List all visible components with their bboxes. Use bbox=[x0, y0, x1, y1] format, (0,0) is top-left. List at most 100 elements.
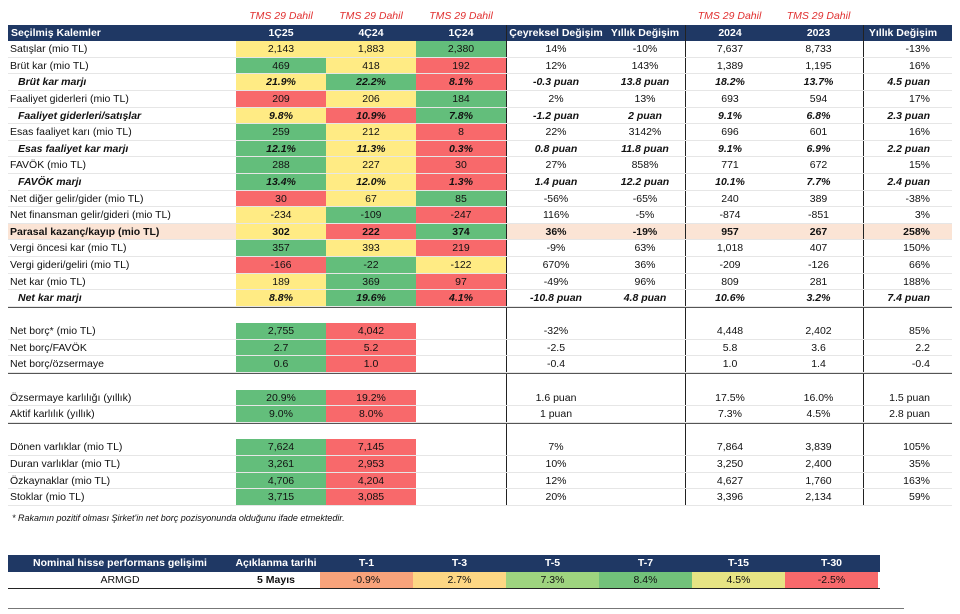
tms-label: TMS 29 Dahil bbox=[339, 10, 403, 22]
value-2023: 13.7% bbox=[803, 76, 834, 89]
table-row: Duran varlıklar (mio TL) 3,261 2,953 10% 3,2… bbox=[8, 456, 952, 473]
value-q4-24: 222 bbox=[326, 223, 416, 240]
value-q1-25: 4,706 bbox=[236, 472, 326, 489]
header-q1-25: 1Ç25 bbox=[268, 26, 294, 39]
empty-cell bbox=[605, 489, 685, 505]
value-quarterly-change: 20% bbox=[506, 489, 605, 505]
value-yearly-change: 4.8 puan bbox=[623, 292, 667, 305]
perf-t15: 4.5% bbox=[692, 572, 785, 588]
value-q4-24: 1,883 bbox=[326, 41, 416, 57]
table-row: Brüt kar marjı 21.9% 22.2% 8.1% -0.3 puan 13.… bbox=[8, 74, 952, 91]
value-q1-25: 21.9% bbox=[236, 74, 326, 90]
value-2023: 7.7% bbox=[806, 175, 831, 188]
value-2023: 594 bbox=[809, 92, 828, 105]
value-q4-24: 7,145 bbox=[326, 439, 416, 456]
row-label: Vergi gideri/geliri (mio TL) bbox=[10, 258, 130, 271]
value-q1-25: 3,715 bbox=[236, 489, 326, 505]
value-quarterly-change: 12% bbox=[506, 57, 605, 74]
value-q4-24: 369 bbox=[326, 273, 416, 290]
value-q1-24: 2,380 bbox=[416, 41, 506, 57]
table-row: Esas faaliyet karı (mio TL) 259 212 8 22% 314… bbox=[8, 124, 952, 141]
row-label: Vergi öncesi kar (mio TL) bbox=[10, 242, 127, 255]
performance-row: ARMGD 5 Mayıs -0.9% 2.7% 7.3% 8.4% 4.5% … bbox=[8, 572, 880, 589]
value-yearly-change: 63% bbox=[634, 242, 656, 255]
row-label: FAVÖK (mio TL) bbox=[10, 159, 87, 172]
table-row: Dönen varlıklar (mio TL) 7,624 7,145 7% 7,86… bbox=[8, 439, 952, 457]
empty-cell bbox=[605, 390, 685, 406]
value-q1-25: 259 bbox=[236, 124, 326, 140]
value-q4-24: 393 bbox=[326, 240, 416, 256]
income-statement-rows: Satışlar (mio TL) 2,143 1,883 2,380 14% -10% 7… bbox=[8, 41, 952, 307]
value-q1-25: 288 bbox=[236, 157, 326, 173]
row-label: Net diğer gelir/gider (mio TL) bbox=[10, 192, 144, 205]
value-2023: 6.8% bbox=[806, 109, 831, 122]
value-q1-24: 374 bbox=[416, 223, 506, 240]
value-q4-24: 19.6% bbox=[326, 290, 416, 306]
perf-ticker: ARMGD bbox=[100, 574, 140, 586]
perf-t1: -0.9% bbox=[320, 572, 413, 588]
value-annual-change: 16% bbox=[863, 124, 942, 140]
value-annual-change: 1.5 puan bbox=[863, 389, 942, 406]
row-label: Duran varlıklar (mio TL) bbox=[10, 458, 121, 471]
tms-label: TMS 29 Dahil bbox=[786, 10, 851, 22]
value-quarterly-change: -49% bbox=[506, 273, 605, 290]
value-2024: 10.1% bbox=[685, 173, 774, 190]
value-yearly-change: -65% bbox=[632, 192, 658, 205]
value-q1-25: 3,261 bbox=[236, 456, 326, 472]
empty-cell bbox=[416, 323, 506, 339]
value-yearly-change: 3142% bbox=[628, 126, 662, 139]
header-q1-24: 1Ç24 bbox=[448, 26, 474, 39]
value-yearly-change: 36% bbox=[634, 258, 656, 271]
value-2024: 10.6% bbox=[685, 290, 774, 306]
value-quarterly-change: 2% bbox=[506, 90, 605, 107]
value-annual-change: 15% bbox=[863, 157, 942, 173]
value-2024: 4,627 bbox=[685, 472, 774, 489]
value-annual-change: 85% bbox=[863, 323, 942, 339]
table-header: Seçilmiş Kalemler 1Ç25 4Ç24 1Ç24 Çeyreks… bbox=[8, 24, 952, 42]
empty-cell bbox=[605, 439, 685, 455]
row-label: Özsermaye karlılığı (yıllık) bbox=[10, 391, 132, 404]
value-q4-24: 10.9% bbox=[326, 107, 416, 124]
value-annual-change: 2.4 puan bbox=[863, 173, 942, 190]
value-q1-25: 469 bbox=[236, 57, 326, 74]
value-yearly-change: -19% bbox=[632, 225, 658, 238]
value-annual-change: 16% bbox=[863, 57, 942, 74]
footnote: * Rakamın pozitif olması Şirket'in net b… bbox=[12, 513, 345, 523]
table-row: FAVÖK (mio TL) 288 227 30 27% 858% 771 672 15% bbox=[8, 157, 952, 174]
header-2024: 2024 bbox=[685, 24, 774, 42]
value-annual-change: 2.2 bbox=[863, 339, 942, 356]
value-2023: -126 bbox=[807, 258, 829, 271]
value-q4-24: 11.3% bbox=[326, 140, 416, 157]
value-2024: 7,864 bbox=[685, 439, 774, 456]
row-label: Parasal kazanç/kayıp (mio TL) bbox=[10, 225, 160, 238]
value-q1-25: 12.1% bbox=[236, 140, 326, 157]
empty-cell bbox=[416, 439, 506, 455]
value-2023: 281 bbox=[809, 275, 828, 288]
table-row: Aktif karlılık (yıllık) 9.0% 8.0% 1 puan 7.3… bbox=[8, 406, 952, 423]
empty-cell bbox=[605, 323, 685, 339]
value-annual-change: -0.4 bbox=[863, 356, 942, 373]
value-q4-24: 4,204 bbox=[326, 472, 416, 489]
value-2024: 9.1% bbox=[685, 107, 774, 124]
value-q1-25: 2,755 bbox=[236, 323, 326, 339]
value-annual-change: 2.3 puan bbox=[863, 107, 942, 124]
value-yearly-change: 13% bbox=[634, 92, 656, 105]
row-label: Özkaynaklar (mio TL) bbox=[10, 474, 111, 487]
tms-label: TMS 29 Dahil bbox=[249, 10, 313, 22]
value-2023: 3,839 bbox=[805, 441, 832, 454]
empty-cell bbox=[605, 406, 685, 422]
perf-header-t3: T-3 bbox=[451, 557, 468, 569]
value-2023: 3.2% bbox=[806, 292, 831, 305]
row-label: Stoklar (mio TL) bbox=[10, 491, 85, 504]
value-2023: 267 bbox=[809, 225, 828, 238]
table-row: Net borç/FAVÖK 2.7 5.2 -2.5 5.8 3.6 2.2 bbox=[8, 339, 952, 357]
table-row: Net diğer gelir/gider (mio TL) 30 67 85 -56%… bbox=[8, 190, 952, 208]
value-annual-change: 188% bbox=[863, 273, 942, 290]
value-2023: 1,760 bbox=[805, 474, 832, 487]
perf-header-t15: T-15 bbox=[727, 557, 749, 569]
value-q1-25: 2,143 bbox=[236, 41, 326, 57]
table-row: FAVÖK marjı 13.4% 12.0% 1.3% 1.4 puan 12.2 pu… bbox=[8, 173, 952, 191]
value-q1-25: 9.8% bbox=[236, 107, 326, 124]
value-q1-25: 7,624 bbox=[236, 439, 326, 456]
table-row: Net kar marjı 8.8% 19.6% 4.1% -10.8 puan 4.8 … bbox=[8, 290, 952, 307]
